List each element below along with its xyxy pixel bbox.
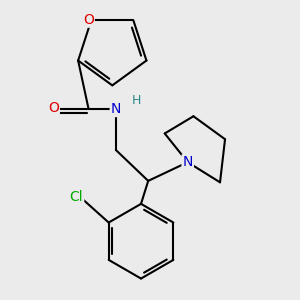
Text: O: O <box>83 13 94 27</box>
Text: N: N <box>182 155 193 169</box>
Text: Cl: Cl <box>70 190 83 204</box>
Text: H: H <box>131 94 141 107</box>
Text: O: O <box>48 101 59 115</box>
Text: N: N <box>111 102 121 116</box>
